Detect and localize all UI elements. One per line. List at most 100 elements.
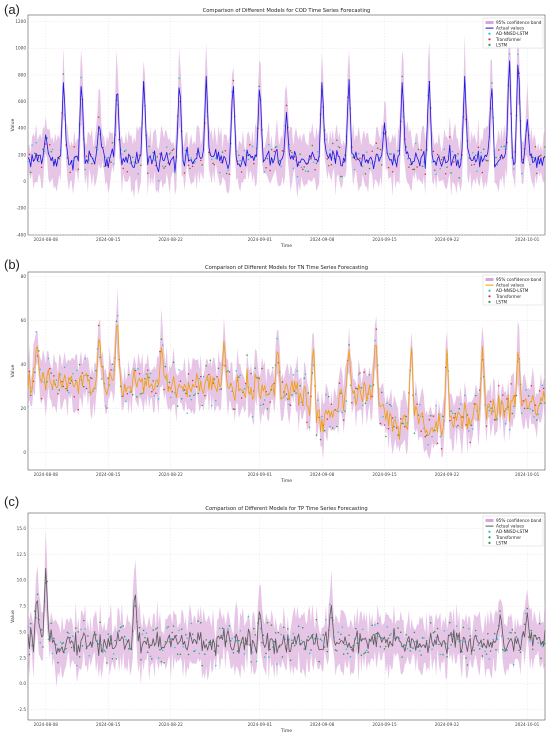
prediction-point-transformer [326, 158, 329, 160]
prediction-point-ad-nnsd-lstm [455, 625, 458, 627]
prediction-point-transformer [542, 387, 545, 390]
x-tick-label: 2024-08-22 [158, 472, 183, 477]
prediction-point-transformer [232, 408, 235, 410]
prediction-point-ad-nnsd-lstm [202, 375, 205, 378]
prediction-point-ad-nnsd-lstm [276, 663, 278, 665]
prediction-point-transformer [461, 650, 463, 653]
prediction-point-ad-nnsd-lstm [247, 158, 250, 161]
prediction-point-ad-nnsd-lstm [88, 391, 90, 394]
prediction-point-lstm [442, 156, 444, 159]
y-axis-label: Value [10, 119, 16, 132]
prediction-point-ad-nnsd-lstm [512, 663, 515, 666]
prediction-point-ad-nnsd-lstm [157, 179, 160, 182]
prediction-point-transformer [297, 625, 300, 628]
prediction-point-ad-nnsd-lstm [27, 160, 29, 163]
prediction-point-transformer [85, 387, 88, 390]
prediction-point-lstm [336, 139, 338, 142]
prediction-point-transformer [269, 401, 271, 403]
prediction-point-transformer [293, 390, 296, 392]
x-tick-label: 2024-09-08 [310, 722, 335, 727]
prediction-point-ad-nnsd-lstm [117, 314, 119, 317]
prediction-point-lstm [380, 637, 383, 639]
prediction-point-ad-nnsd-lstm [219, 171, 221, 174]
prediction-point-ad-nnsd-lstm [386, 626, 388, 628]
prediction-point-transformer [342, 653, 345, 655]
prediction-point-ad-nnsd-lstm [312, 633, 315, 635]
prediction-point-transformer [530, 384, 533, 387]
prediction-point-lstm [332, 427, 334, 429]
prediction-point-transformer [461, 416, 463, 418]
prediction-point-lstm [409, 163, 412, 166]
prediction-point-lstm [238, 154, 240, 157]
prediction-point-lstm [540, 154, 542, 157]
prediction-point-transformer [183, 172, 186, 174]
prediction-point-lstm [193, 394, 195, 396]
prediction-point-lstm [458, 407, 461, 410]
prediction-point-ad-nnsd-lstm [500, 145, 503, 148]
x-tick-label: 2024-09-01 [248, 472, 273, 477]
prediction-point-lstm [323, 646, 326, 648]
prediction-point-transformer [387, 637, 390, 639]
legend-entry: AD-NNSD-LSTM [496, 288, 529, 293]
prediction-point-lstm [523, 623, 526, 625]
prediction-point-transformer [493, 632, 496, 635]
prediction-point-transformer [289, 150, 292, 152]
prediction-point-lstm [180, 397, 183, 400]
prediction-point-lstm [303, 166, 305, 168]
prediction-point-lstm [372, 633, 375, 636]
prediction-point-ad-nnsd-lstm [512, 405, 515, 408]
prediction-point-ad-nnsd-lstm [476, 170, 478, 172]
prediction-point-ad-nnsd-lstm [63, 651, 66, 654]
prediction-point-ad-nnsd-lstm [325, 393, 327, 396]
prediction-point-transformer [326, 418, 329, 420]
prediction-point-lstm [487, 632, 489, 635]
prediction-point-lstm [503, 650, 505, 652]
prediction-point-transformer [155, 392, 157, 395]
prediction-point-transformer [200, 375, 202, 378]
prediction-point-lstm [197, 392, 199, 395]
prediction-point-ad-nnsd-lstm [227, 169, 229, 172]
prediction-point-ad-nnsd-lstm [231, 637, 233, 640]
y-tick-label: 0 [23, 450, 26, 455]
prediction-point-transformer [383, 648, 386, 650]
prediction-point-transformer [187, 164, 190, 167]
prediction-point-transformer [285, 104, 288, 107]
prediction-point-lstm [332, 142, 334, 145]
prediction-point-ad-nnsd-lstm [161, 649, 164, 652]
prediction-point-ad-nnsd-lstm [312, 161, 315, 163]
prediction-point-transformer [236, 650, 239, 652]
prediction-point-transformer [281, 656, 284, 658]
prediction-point-ad-nnsd-lstm [431, 161, 433, 163]
prediction-point-lstm [413, 631, 416, 634]
prediction-point-transformer [289, 404, 292, 407]
prediction-point-lstm [356, 388, 358, 390]
prediction-point-transformer [477, 644, 480, 646]
prediction-point-lstm [315, 618, 318, 621]
prediction-point-ad-nnsd-lstm [153, 395, 156, 397]
prediction-point-ad-nnsd-lstm [329, 425, 331, 428]
prediction-point-transformer [502, 648, 504, 651]
prediction-point-lstm [315, 434, 318, 436]
prediction-point-transformer [32, 380, 35, 383]
prediction-point-ad-nnsd-lstm [406, 647, 409, 650]
prediction-point-transformer [465, 424, 467, 426]
prediction-point-ad-nnsd-lstm [104, 651, 107, 653]
prediction-point-lstm [111, 363, 114, 366]
prediction-point-lstm [389, 403, 391, 406]
prediction-point-transformer [293, 155, 296, 158]
prediction-point-lstm [274, 632, 277, 634]
prediction-point-transformer [146, 651, 149, 654]
prediction-point-transformer [416, 646, 418, 648]
prediction-point-lstm [50, 622, 52, 625]
x-tick-label: 2024-09-15 [372, 237, 397, 242]
prediction-point-ad-nnsd-lstm [129, 391, 131, 393]
prediction-point-ad-nnsd-lstm [366, 151, 368, 153]
confidence-band [28, 288, 545, 460]
prediction-point-ad-nnsd-lstm [341, 175, 344, 178]
prediction-point-ad-nnsd-lstm [492, 638, 495, 641]
prediction-point-lstm [372, 384, 375, 386]
prediction-point-lstm [83, 619, 85, 622]
prediction-point-lstm [527, 395, 530, 397]
prediction-point-lstm [34, 610, 36, 612]
prediction-point-transformer [253, 627, 255, 630]
